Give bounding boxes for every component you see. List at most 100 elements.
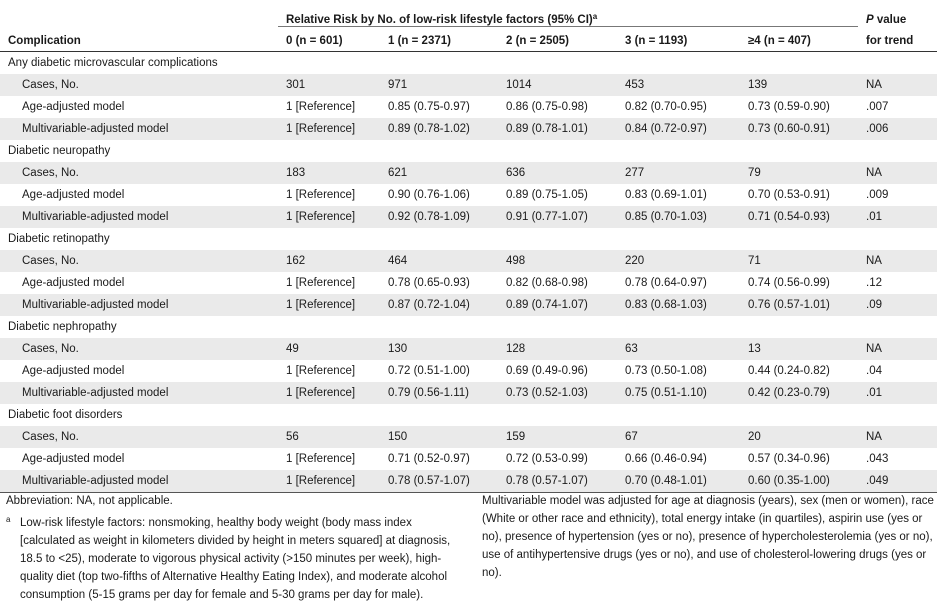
value-cell: 220 <box>617 250 740 272</box>
row-label: Cases, No. <box>0 338 278 360</box>
value-cell: 0.70 (0.53-0.91) <box>748 189 830 201</box>
value-cell: 636 <box>498 162 617 184</box>
value-cell: 0.71 (0.54-0.93) <box>740 206 858 228</box>
row-label: Multivariable-adjusted model <box>0 470 278 493</box>
p-trend-cell: NA <box>858 250 937 272</box>
value-cell: 0.78 (0.65-0.93) <box>388 277 470 289</box>
table-row: Multivariable-adjusted model 1 [Reference… <box>0 382 937 404</box>
value-cell: 1 [Reference] <box>286 365 356 377</box>
value-cell: 0.72 (0.53-0.99) <box>506 453 588 465</box>
table-body: Any diabetic microvascular complications… <box>0 52 937 493</box>
value-cell: 0.85 (0.70-1.03) <box>617 206 740 228</box>
value-cell: 301 <box>278 74 380 96</box>
value-cell: 0.71 (0.52-0.97) <box>388 453 470 465</box>
p-trend-cell: .007 <box>866 101 889 113</box>
value-cell: 453 <box>617 74 740 96</box>
p-trend-cell: .006 <box>858 118 937 140</box>
value-cell: 0.70 (0.48-1.01) <box>617 470 740 493</box>
row-label: Cases, No. <box>0 250 278 272</box>
value-cell: 1 [Reference] <box>286 277 356 289</box>
group-name: Diabetic neuropathy <box>8 145 111 157</box>
value-cell: 49 <box>278 338 380 360</box>
value-cell: 0.89 (0.75-1.05) <box>506 189 588 201</box>
value-cell: 0.76 (0.57-1.01) <box>740 294 858 316</box>
value-cell: 139 <box>740 74 858 96</box>
value-cell: 150 <box>380 426 498 448</box>
value-cell: 0.73 (0.50-1.08) <box>625 365 707 377</box>
p-value-header-line1: P value <box>858 0 937 27</box>
value-cell: 130 <box>380 338 498 360</box>
value-cell: 0.69 (0.49-0.96) <box>506 365 588 377</box>
value-cell: 162 <box>278 250 380 272</box>
p-trend-cell: .12 <box>866 277 882 289</box>
value-cell: 0.57 (0.34-0.96) <box>748 453 830 465</box>
row-label: Multivariable-adjusted model <box>0 382 278 404</box>
value-cell: 0.60 (0.35-1.00) <box>740 470 858 493</box>
value-cell: 0.79 (0.56-1.11) <box>380 382 498 404</box>
column-header-1-factor: 1 (n = 2371) <box>388 35 451 47</box>
group-row: Diabetic nephropathy <box>0 316 937 338</box>
value-cell: 498 <box>498 250 617 272</box>
table-row: Cases, No. 162 464 498 220 71 NA <box>0 250 937 272</box>
value-cell: 71 <box>740 250 858 272</box>
value-cell: 0.85 (0.75-0.97) <box>388 101 470 113</box>
column-header-4plus-factors: ≥4 (n = 407) <box>748 35 811 47</box>
value-cell: 0.83 (0.69-1.01) <box>625 189 707 201</box>
p-trend-cell: .04 <box>866 365 882 377</box>
table-row: Age-adjusted model 1 [Reference] 0.72 (0.5… <box>0 360 937 382</box>
value-cell: 1 [Reference] <box>278 470 380 493</box>
group-row: Diabetic neuropathy <box>0 140 937 162</box>
relative-risk-table: Relative Risk by No. of low-risk lifesty… <box>0 0 937 493</box>
footnote-a-text: Low-risk lifestyle factors: nonsmoking, … <box>20 517 451 601</box>
p-value-rest: value <box>873 13 907 26</box>
abbreviation-note: Abbreviation: NA, not applicable. <box>6 495 173 507</box>
row-label: Multivariable-adjusted model <box>0 206 278 228</box>
value-cell: 183 <box>278 162 380 184</box>
value-cell: 128 <box>498 338 617 360</box>
table-row: Cases, No. 301 971 1014 453 139 NA <box>0 74 937 96</box>
table-row: Age-adjusted model 1 [Reference] 0.90 (0.7… <box>0 184 937 206</box>
value-cell: 0.78 (0.64-0.97) <box>625 277 707 289</box>
value-cell: 0.90 (0.76-1.06) <box>388 189 470 201</box>
column-header-2-factors: 2 (n = 2505) <box>506 35 569 47</box>
footnote-a: a Low-risk lifestyle factors: nonsmoking… <box>6 514 466 604</box>
table-row: Multivariable-adjusted model 1 [Reference… <box>0 294 937 316</box>
column-header-complication: Complication <box>8 35 81 47</box>
row-label: Age-adjusted model <box>22 453 125 465</box>
notes-left-column: Abbreviation: NA, not applicable. a Low-… <box>6 492 466 604</box>
value-cell: 0.72 (0.51-1.00) <box>388 365 470 377</box>
value-cell: 13 <box>740 338 858 360</box>
value-cell: 0.75 (0.51-1.10) <box>617 382 740 404</box>
row-label: Age-adjusted model <box>22 277 125 289</box>
group-name: Any diabetic microvascular complications <box>8 57 218 69</box>
header-blank <box>0 0 278 27</box>
value-cell: 0.92 (0.78-1.09) <box>380 206 498 228</box>
group-row: Diabetic retinopathy <box>0 228 937 250</box>
footnote-a-mark: a <box>6 515 11 524</box>
p-trend-cell: NA <box>858 74 937 96</box>
table-row: Multivariable-adjusted model 1 [Reference… <box>0 206 937 228</box>
table-row: Cases, No. 56 150 159 67 20 NA <box>0 426 937 448</box>
value-cell: 0.73 (0.59-0.90) <box>748 101 830 113</box>
row-label: Multivariable-adjusted model <box>0 294 278 316</box>
group-name: Diabetic nephropathy <box>8 321 117 333</box>
value-cell: 0.83 (0.68-1.03) <box>617 294 740 316</box>
value-cell: 0.73 (0.52-1.03) <box>498 382 617 404</box>
value-cell: 1 [Reference] <box>278 382 380 404</box>
row-label: Age-adjusted model <box>22 365 125 377</box>
value-cell: 971 <box>380 74 498 96</box>
value-cell: 0.82 (0.68-0.98) <box>506 277 588 289</box>
p-trend-cell: .049 <box>858 470 937 493</box>
value-cell: 464 <box>380 250 498 272</box>
value-cell: 0.42 (0.23-0.79) <box>740 382 858 404</box>
table-row: Age-adjusted model 1 [Reference] 0.71 (0.5… <box>0 448 937 470</box>
spanning-column-header: Relative Risk by No. of low-risk lifesty… <box>278 0 858 27</box>
p-trend-cell: .043 <box>866 453 889 465</box>
value-cell: 0.87 (0.72-1.04) <box>380 294 498 316</box>
row-label: Age-adjusted model <box>22 101 125 113</box>
notes-right-column: Multivariable model was adjusted for age… <box>482 492 937 582</box>
group-name: Diabetic retinopathy <box>8 233 110 245</box>
value-cell: 1 [Reference] <box>286 101 356 113</box>
p-trend-cell: .01 <box>858 206 937 228</box>
value-cell: 0.84 (0.72-0.97) <box>617 118 740 140</box>
